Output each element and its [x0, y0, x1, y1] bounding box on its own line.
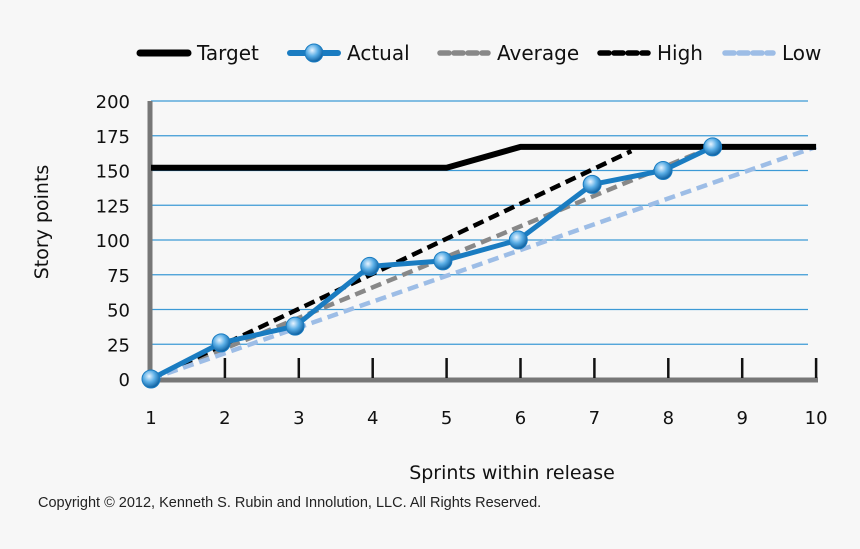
data-point-actual [508, 230, 528, 250]
x-tick-label: 3 [293, 408, 304, 429]
legend-label-target: Target [196, 41, 259, 65]
x-tick-label: 10 [805, 408, 828, 429]
y-tick-label: 25 [107, 335, 130, 356]
data-point-actual [360, 256, 380, 276]
data-point-actual [703, 137, 723, 157]
y-axis-label: Story points [31, 165, 53, 280]
x-tick-label: 5 [441, 408, 452, 429]
y-tick-label: 75 [107, 266, 130, 287]
x-tick-label: 8 [663, 408, 674, 429]
data-point-actual [285, 316, 305, 336]
y-tick-label: 100 [96, 231, 130, 252]
series-lines [141, 137, 817, 389]
data-point-actual [211, 333, 231, 353]
x-axis-label: Sprints within release [409, 462, 615, 484]
legend-label-low: Low [782, 41, 821, 65]
series-line-low [150, 144, 817, 382]
legend-label-actual: Actual [347, 41, 410, 65]
data-point-actual [433, 251, 453, 271]
copyright-notice: Copyright © 2012, Kenneth S. Rubin and I… [38, 495, 542, 511]
y-tick-label: 150 [96, 162, 130, 183]
legend-marker-actual [304, 43, 324, 63]
y-tick-label: 50 [107, 301, 130, 322]
legend: Target Actual Average High Low [136, 41, 821, 65]
x-tick-label: 7 [589, 408, 600, 429]
x-tick-label: 1 [145, 408, 156, 429]
x-tick-label: 2 [219, 408, 230, 429]
y-tick-label: 200 [96, 92, 130, 113]
data-point-actual [582, 174, 602, 194]
axes: 0 25 50 75 100 125 150 175 200 1 2 3 4 5 6 7 8 9 10 [96, 92, 828, 429]
data-point-actual [653, 161, 673, 180]
data-point-actual [141, 369, 161, 389]
y-tick-label: 125 [96, 196, 130, 217]
x-tick-label: 9 [736, 408, 747, 429]
x-tick-label: 6 [515, 408, 526, 429]
y-tick-label: 175 [96, 127, 130, 148]
x-tick-label: 4 [367, 408, 378, 429]
legend-label-high: High [657, 41, 703, 65]
y-tick-label: 0 [119, 370, 130, 391]
legend-label-average: Average [497, 41, 579, 65]
series-line-target [151, 143, 817, 171]
